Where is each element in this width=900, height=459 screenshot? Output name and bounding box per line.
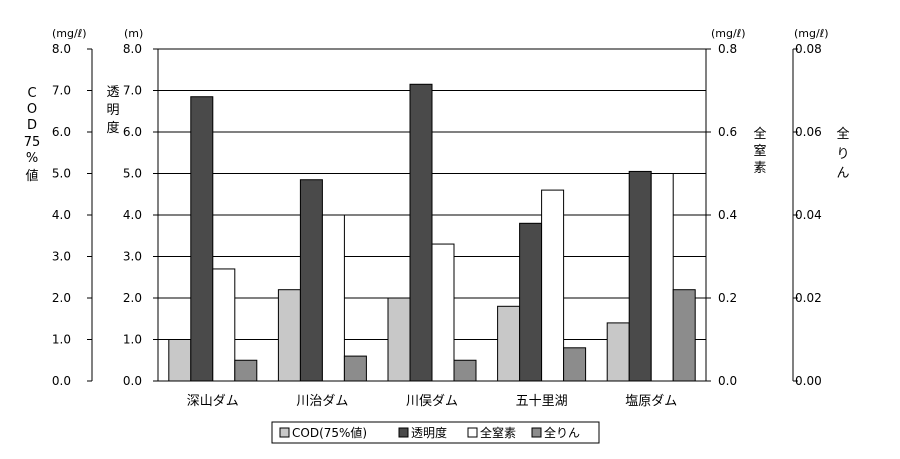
legend-swatch	[531, 427, 542, 438]
transparency-tick-label: 2.0	[123, 291, 142, 305]
transparency-tick-label: 7.0	[123, 84, 142, 98]
transparency-axis-title-char: 度	[106, 120, 119, 136]
nitrogen-tick-label: 0.2	[718, 291, 737, 305]
cod-tick-label: 4.0	[52, 208, 71, 222]
bar	[234, 359, 258, 382]
bar	[387, 297, 411, 382]
transparency-tick-label: 0.0	[123, 374, 142, 388]
legend-swatch	[398, 427, 409, 438]
cod-axis-title-char: C	[27, 86, 36, 101]
bar	[497, 305, 521, 382]
cod-axis-title-char: 値	[25, 168, 38, 184]
category-label: 五十里湖	[516, 394, 568, 409]
transparency-axis-title-char: 明	[106, 103, 119, 118]
legend-label: 全窒素	[480, 425, 516, 440]
phosphorus-tick-label: 0.08	[795, 42, 822, 56]
cod-tick-label: 6.0	[52, 125, 71, 139]
cod-tick-label: 2.0	[52, 291, 71, 305]
bar	[431, 243, 455, 382]
legend-swatch	[279, 427, 290, 438]
cod-tick-label: 5.0	[52, 167, 71, 181]
cod-tick-label: 8.0	[52, 42, 71, 56]
nitrogen-axis-title-char: 窒	[753, 143, 766, 159]
bar	[519, 222, 543, 382]
legend-label: 全りん	[544, 425, 580, 440]
axes-layer	[87, 48, 798, 382]
cod-tick-label: 1.0	[52, 333, 71, 347]
bar	[541, 189, 565, 382]
cod-axis-title-char: D	[27, 118, 37, 133]
bar	[321, 214, 345, 382]
cod-axis-title-char: %	[26, 151, 38, 166]
cod-tick-label: 7.0	[52, 84, 71, 98]
bar	[277, 289, 301, 382]
nitrogen-axis-title-char: 全	[753, 126, 766, 142]
cod-tick-label: 0.0	[52, 374, 71, 388]
bar	[168, 339, 192, 382]
cod-axis-title-char: O	[27, 102, 37, 117]
transparency-tick-label: 8.0	[123, 42, 142, 56]
category-label: 深山ダム	[187, 394, 239, 409]
phosphorus-tick-label: 0.06	[795, 125, 822, 139]
bar	[190, 96, 214, 382]
nitrogen-tick-label: 0.0	[718, 374, 737, 388]
phosphorus-tick-label: 0.04	[795, 208, 822, 222]
transparency-tick-label: 1.0	[123, 333, 142, 347]
bar	[563, 347, 587, 382]
nitrogen-tick-label: 0.4	[718, 208, 737, 222]
phosphorus-axis-title-char: ん	[836, 166, 849, 181]
phosphorus-tick-label: 0.00	[795, 374, 822, 388]
bar	[628, 170, 652, 382]
nitrogen-unit-label: (mg/ℓ)	[711, 27, 746, 40]
category-label: 塩原ダム	[625, 394, 677, 409]
legend-label: 透明度	[411, 425, 447, 440]
phosphorus-unit-label: (mg/ℓ)	[794, 27, 829, 40]
phosphorus-axis-title-char: 全	[836, 126, 849, 142]
cod-axis-title-char: 75	[24, 135, 41, 150]
transparency-tick-label: 4.0	[123, 208, 142, 222]
transparency-tick-label: 6.0	[123, 125, 142, 139]
bar	[672, 289, 696, 382]
category-label: 川俣ダム	[406, 394, 458, 409]
bars-layer	[168, 83, 696, 382]
transparency-axis-title-char: 透	[106, 85, 119, 100]
bar	[650, 173, 674, 382]
legend-box	[271, 421, 600, 444]
transparency-tick-label: 5.0	[123, 167, 142, 181]
bar	[343, 355, 367, 382]
phosphorus-tick-label: 0.02	[795, 291, 822, 305]
nitrogen-axis-title-char: 素	[753, 161, 766, 176]
bar	[299, 179, 323, 382]
legend-label: COD(75%値)	[292, 425, 367, 440]
transparency-unit-label: (m)	[124, 27, 143, 40]
bar	[606, 322, 630, 382]
cod-tick-label: 3.0	[52, 250, 71, 264]
bar	[409, 83, 433, 382]
phosphorus-axis-title-char: り	[836, 147, 849, 162]
labels-layer: 深山ダム 川治ダム 川俣ダム 五十里湖 塩原ダム 0.0 1.0 2.0 3.0 4.0 5.0 6.…	[24, 27, 850, 409]
nitrogen-tick-label: 0.8	[718, 42, 737, 56]
nitrogen-tick-label: 0.6	[718, 125, 737, 139]
bar	[212, 268, 236, 382]
legend: COD(75%値) 透明度 全窒素 全りん	[271, 421, 600, 444]
legend-swatch	[467, 427, 478, 438]
cod-unit-label: (mg/ℓ)	[52, 27, 87, 40]
bar	[453, 359, 477, 382]
category-label: 川治ダム	[296, 394, 348, 409]
transparency-tick-label: 3.0	[123, 250, 142, 264]
